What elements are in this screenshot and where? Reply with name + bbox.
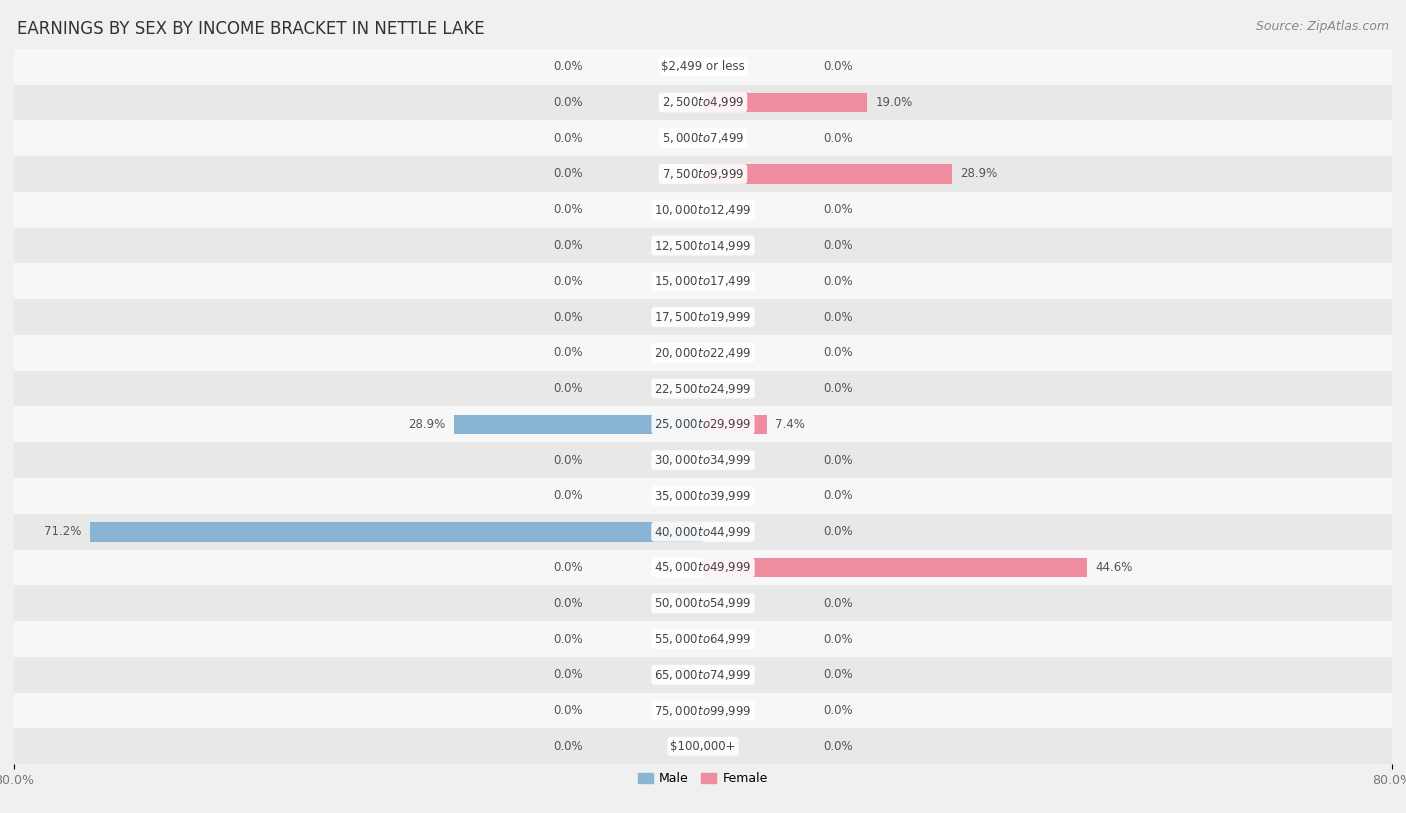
Text: 0.0%: 0.0% xyxy=(553,311,582,324)
Text: $30,000 to $34,999: $30,000 to $34,999 xyxy=(654,453,752,467)
Text: $5,000 to $7,499: $5,000 to $7,499 xyxy=(662,131,744,146)
Text: $2,500 to $4,999: $2,500 to $4,999 xyxy=(662,95,744,110)
Text: 44.6%: 44.6% xyxy=(1095,561,1133,574)
Text: $35,000 to $39,999: $35,000 to $39,999 xyxy=(654,489,752,503)
Bar xyxy=(14,371,1392,406)
Bar xyxy=(14,478,1392,514)
Bar xyxy=(14,299,1392,335)
Text: 0.0%: 0.0% xyxy=(824,489,853,502)
Text: 0.0%: 0.0% xyxy=(824,382,853,395)
Text: $7,500 to $9,999: $7,500 to $9,999 xyxy=(662,167,744,181)
Text: 0.0%: 0.0% xyxy=(553,60,582,73)
Text: EARNINGS BY SEX BY INCOME BRACKET IN NETTLE LAKE: EARNINGS BY SEX BY INCOME BRACKET IN NET… xyxy=(17,20,485,38)
Text: 0.0%: 0.0% xyxy=(824,704,853,717)
Bar xyxy=(703,164,952,184)
Text: 0.0%: 0.0% xyxy=(553,740,582,753)
Bar xyxy=(14,657,1392,693)
Text: 0.0%: 0.0% xyxy=(553,454,582,467)
Text: $25,000 to $29,999: $25,000 to $29,999 xyxy=(654,417,752,432)
Bar xyxy=(703,93,866,112)
Bar xyxy=(14,120,1392,156)
Text: 0.0%: 0.0% xyxy=(553,203,582,216)
Bar xyxy=(14,192,1392,228)
Text: 0.0%: 0.0% xyxy=(553,489,582,502)
Text: Source: ZipAtlas.com: Source: ZipAtlas.com xyxy=(1256,20,1389,33)
Text: $15,000 to $17,499: $15,000 to $17,499 xyxy=(654,274,752,289)
Text: 0.0%: 0.0% xyxy=(553,668,582,681)
Text: 0.0%: 0.0% xyxy=(553,382,582,395)
Text: $22,500 to $24,999: $22,500 to $24,999 xyxy=(654,381,752,396)
Text: 7.4%: 7.4% xyxy=(775,418,806,431)
Text: 0.0%: 0.0% xyxy=(553,96,582,109)
Text: 0.0%: 0.0% xyxy=(824,239,853,252)
Text: $40,000 to $44,999: $40,000 to $44,999 xyxy=(654,524,752,539)
Text: 0.0%: 0.0% xyxy=(824,740,853,753)
Text: $17,500 to $19,999: $17,500 to $19,999 xyxy=(654,310,752,324)
Text: $20,000 to $22,499: $20,000 to $22,499 xyxy=(654,346,752,360)
Text: 0.0%: 0.0% xyxy=(824,60,853,73)
Text: $65,000 to $74,999: $65,000 to $74,999 xyxy=(654,667,752,682)
Text: 0.0%: 0.0% xyxy=(824,203,853,216)
Text: 0.0%: 0.0% xyxy=(553,275,582,288)
Text: 0.0%: 0.0% xyxy=(553,167,582,180)
Text: 0.0%: 0.0% xyxy=(553,633,582,646)
Text: 28.9%: 28.9% xyxy=(960,167,998,180)
Text: 0.0%: 0.0% xyxy=(553,597,582,610)
Text: 0.0%: 0.0% xyxy=(824,597,853,610)
Text: 0.0%: 0.0% xyxy=(824,633,853,646)
Text: $2,499 or less: $2,499 or less xyxy=(661,60,745,73)
Bar xyxy=(14,85,1392,120)
Text: 28.9%: 28.9% xyxy=(408,418,446,431)
Bar xyxy=(90,522,703,541)
Bar xyxy=(14,442,1392,478)
Text: 0.0%: 0.0% xyxy=(553,561,582,574)
Text: 0.0%: 0.0% xyxy=(553,239,582,252)
Bar xyxy=(14,335,1392,371)
Text: 0.0%: 0.0% xyxy=(824,275,853,288)
Text: $45,000 to $49,999: $45,000 to $49,999 xyxy=(654,560,752,575)
Text: 0.0%: 0.0% xyxy=(824,525,853,538)
Bar xyxy=(14,49,1392,85)
Legend: Male, Female: Male, Female xyxy=(633,767,773,790)
Bar xyxy=(14,514,1392,550)
Text: $75,000 to $99,999: $75,000 to $99,999 xyxy=(654,703,752,718)
Text: $12,500 to $14,999: $12,500 to $14,999 xyxy=(654,238,752,253)
Text: $55,000 to $64,999: $55,000 to $64,999 xyxy=(654,632,752,646)
Text: 19.0%: 19.0% xyxy=(875,96,912,109)
Bar xyxy=(14,228,1392,263)
Bar xyxy=(14,693,1392,728)
Text: $100,000+: $100,000+ xyxy=(671,740,735,753)
Bar xyxy=(14,621,1392,657)
Text: 0.0%: 0.0% xyxy=(824,346,853,359)
Text: 0.0%: 0.0% xyxy=(553,132,582,145)
Text: 0.0%: 0.0% xyxy=(824,668,853,681)
Bar xyxy=(14,550,1392,585)
Text: 0.0%: 0.0% xyxy=(553,346,582,359)
Text: $50,000 to $54,999: $50,000 to $54,999 xyxy=(654,596,752,611)
Text: 0.0%: 0.0% xyxy=(824,132,853,145)
Text: $10,000 to $12,499: $10,000 to $12,499 xyxy=(654,202,752,217)
Text: 0.0%: 0.0% xyxy=(553,704,582,717)
Text: 0.0%: 0.0% xyxy=(824,454,853,467)
Bar xyxy=(703,558,1087,577)
Text: 0.0%: 0.0% xyxy=(824,311,853,324)
Bar xyxy=(14,263,1392,299)
Bar xyxy=(454,415,703,434)
Bar xyxy=(14,728,1392,764)
Bar xyxy=(14,156,1392,192)
Bar xyxy=(14,585,1392,621)
Text: 71.2%: 71.2% xyxy=(44,525,82,538)
Bar xyxy=(14,406,1392,442)
Bar xyxy=(703,415,766,434)
